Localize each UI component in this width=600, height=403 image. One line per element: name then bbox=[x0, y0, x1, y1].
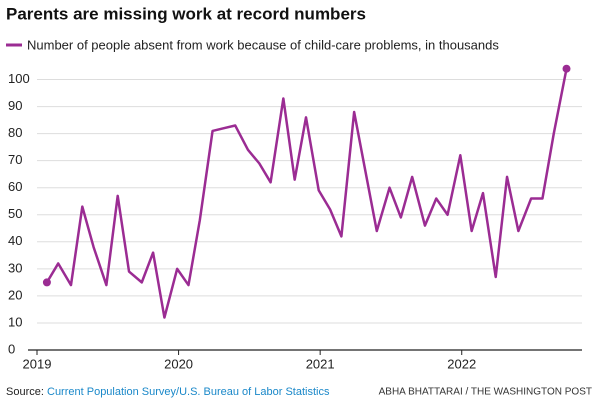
y-tick-label: 0 bbox=[8, 341, 15, 356]
x-tick-label: 2020 bbox=[164, 356, 193, 371]
source-link[interactable]: Current Population Survey/U.S. Bureau of… bbox=[47, 386, 330, 398]
source-label: Source: bbox=[6, 386, 44, 398]
point bbox=[42, 278, 51, 287]
point bbox=[562, 64, 571, 73]
y-tick-label: 70 bbox=[8, 152, 22, 167]
x-tick-label: 2019 bbox=[23, 356, 52, 371]
line bbox=[45, 68, 568, 319]
y-tick-label: 10 bbox=[8, 314, 22, 329]
credit: ABHA BHATTARAI / THE WASHINGTON POST bbox=[379, 387, 592, 398]
x-tick-label: 2021 bbox=[306, 356, 335, 371]
y-tick-label: 100 bbox=[8, 71, 30, 86]
y-tick-label: 30 bbox=[8, 260, 22, 275]
x-tick-label: 2022 bbox=[447, 356, 476, 371]
y-tick-label: 50 bbox=[8, 206, 22, 221]
y-tick-label: 20 bbox=[8, 287, 22, 302]
y-tick-label: 90 bbox=[8, 98, 22, 113]
legend-label: Number of people absent from work becaus… bbox=[27, 37, 499, 52]
y-tick-label: 80 bbox=[8, 125, 22, 140]
chart-title: Parents are missing work at record numbe… bbox=[6, 4, 366, 23]
y-tick-label: 60 bbox=[8, 179, 22, 194]
y-tick-label: 40 bbox=[8, 233, 22, 248]
